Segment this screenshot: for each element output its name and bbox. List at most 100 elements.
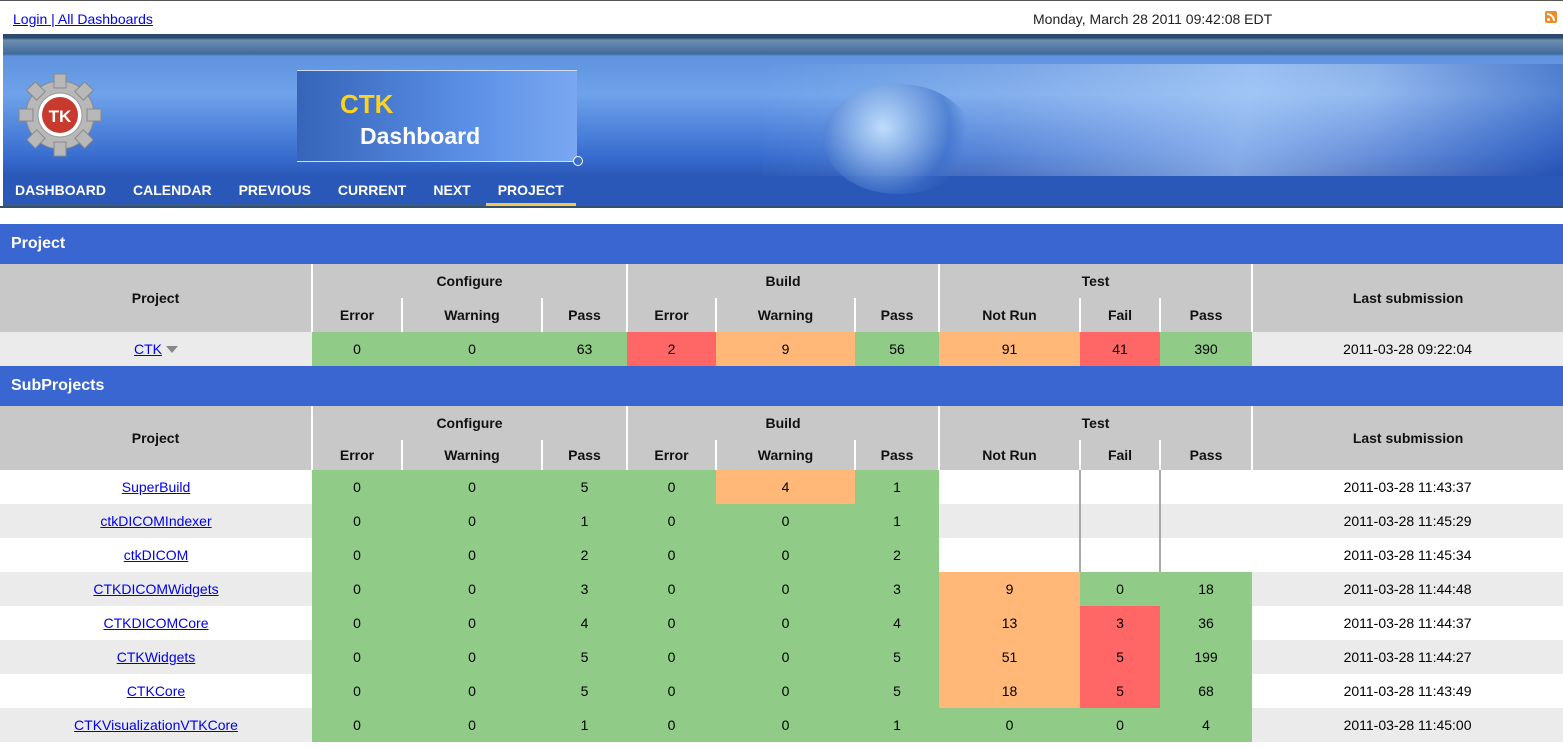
svg-text:TK: TK <box>49 107 72 126</box>
build-pass: 56 <box>855 332 940 366</box>
last-submission: 2011-03-28 11:44:37 <box>1252 606 1563 640</box>
header-build-pass: Pass <box>853 298 940 332</box>
subproject-link[interactable]: SuperBuild <box>121 479 191 495</box>
subproject-link[interactable]: ctkDICOM <box>123 547 189 563</box>
header-build-warning: Warning <box>715 440 855 470</box>
rss-icon[interactable] <box>1545 11 1557 23</box>
subproject-cell: CTKDICOMCore <box>0 606 312 640</box>
build-error: 0 <box>627 674 716 708</box>
header-test-notrun: Not Run <box>938 298 1081 332</box>
filter-icon[interactable] <box>166 346 178 353</box>
header-test-pass: Pass <box>1159 440 1253 470</box>
subproject-link[interactable]: CTKCore <box>126 683 186 699</box>
header-test-notrun: Not Run <box>938 440 1081 470</box>
test-fail: 5 <box>1080 640 1161 674</box>
conf-error: 0 <box>312 606 402 640</box>
test-notrun <box>939 470 1081 504</box>
subproject-link[interactable]: CTKWidgets <box>116 649 196 665</box>
header-test-fail: Fail <box>1079 298 1161 332</box>
nav-current[interactable]: CURRENT <box>325 178 419 206</box>
subproject-link[interactable]: ctkDICOMIndexer <box>100 513 212 529</box>
subproject-cell: ctkDICOM <box>0 538 312 572</box>
nav-dashboard[interactable]: DASHBOARD <box>3 178 118 206</box>
conf-error: 0 <box>312 572 402 606</box>
subproject-cell: CTKWidgets <box>0 640 312 674</box>
test-fail: 41 <box>1080 332 1161 366</box>
last-submission: 2011-03-28 11:45:34 <box>1252 538 1563 572</box>
nav-calendar[interactable]: CALENDAR <box>121 178 224 206</box>
subproject-link[interactable]: CTKDICOMWidgets <box>93 581 219 597</box>
header-configure: Configure <box>311 264 627 298</box>
header-build: Build <box>625 406 940 440</box>
test-fail <box>1079 470 1161 504</box>
nav-project[interactable]: PROJECT <box>485 178 576 206</box>
table-row: CTK 0 0 63 2 9 56 91 41 390 2011-03-28 0… <box>0 332 1563 366</box>
table-row: CTKVisualizationVTKCore 0 0 1 0 0 1 0 0 4 2011-03-… <box>0 708 1563 742</box>
project-section-header: Project <box>0 224 1563 264</box>
build-error: 0 <box>627 538 716 572</box>
table-row: CTKWidgets 0 0 5 0 0 5 51 5 199 2011-03-28 11:44:2… <box>0 640 1563 674</box>
header-build-error: Error <box>626 440 716 470</box>
dashboard-subtitle: Dashboard <box>360 123 481 149</box>
header-configure-warning: Warning <box>401 440 542 470</box>
test-pass: 68 <box>1160 674 1253 708</box>
subproject-cell: CTKCore <box>0 674 312 708</box>
subproject-link[interactable]: CTKDICOMCore <box>103 615 209 631</box>
header-build-pass: Pass <box>853 440 940 470</box>
test-pass: 4 <box>1160 708 1253 742</box>
conf-warning: 0 <box>402 606 542 640</box>
conf-warning: 0 <box>402 640 542 674</box>
conf-warning: 0 <box>402 708 542 742</box>
subprojects-table: Project Configure Build Test Last submis… <box>0 406 1563 742</box>
header-configure-warning: Warning <box>401 298 542 332</box>
build-error: 0 <box>627 504 716 538</box>
nav-previous[interactable]: PREVIOUS <box>226 178 323 206</box>
build-pass: 1 <box>855 708 940 742</box>
login-link[interactable]: Login <box>13 11 48 27</box>
test-notrun: 18 <box>939 674 1081 708</box>
header-build-error: Error <box>626 298 716 332</box>
test-fail: 0 <box>1080 572 1161 606</box>
test-pass: 390 <box>1160 332 1253 366</box>
conf-warning: 0 <box>402 572 542 606</box>
test-fail: 0 <box>1080 708 1161 742</box>
build-error: 0 <box>627 708 716 742</box>
last-submission: 2011-03-28 11:45:29 <box>1252 504 1563 538</box>
build-error: 0 <box>627 470 716 504</box>
all-dashboards-link[interactable]: All Dashboards <box>57 11 153 27</box>
conf-warning: 0 <box>402 504 542 538</box>
header-configure-pass: Pass <box>541 440 627 470</box>
conf-warning: 0 <box>402 470 542 504</box>
conf-pass: 5 <box>542 640 627 674</box>
subproject-link[interactable]: CTKVisualizationVTKCore <box>74 717 238 733</box>
dashboard-title-box: CTK Dashboard <box>297 70 583 166</box>
build-pass: 1 <box>855 470 940 504</box>
project-link[interactable]: CTK <box>134 341 162 357</box>
test-notrun <box>939 538 1081 572</box>
main-nav: DASHBOARD CALENDAR PREVIOUS CURRENT NEXT… <box>3 178 579 206</box>
dashboard-banner: TK CTK Dashboard DASHBOARD CALENDAR PREV… <box>3 34 1563 206</box>
build-pass: 5 <box>855 640 940 674</box>
nav-next[interactable]: NEXT <box>421 178 483 206</box>
banner-divider <box>0 206 1563 208</box>
header-configure-pass: Pass <box>541 298 627 332</box>
last-submission: 2011-03-28 11:44:48 <box>1252 572 1563 606</box>
conf-pass: 5 <box>542 470 627 504</box>
build-error: 0 <box>627 572 716 606</box>
header-project: Project <box>0 264 312 332</box>
build-pass: 4 <box>855 606 940 640</box>
test-notrun: 91 <box>939 332 1081 366</box>
build-warning: 0 <box>716 640 855 674</box>
build-error: 2 <box>627 332 716 366</box>
header-project: Project <box>0 406 312 470</box>
subprojects-section-header: SubProjects <box>0 366 1563 406</box>
table-row: CTKDICOMWidgets 0 0 3 0 0 3 9 0 18 2011-03-28 11:4… <box>0 572 1563 606</box>
table-row: CTKDICOMCore 0 0 4 0 0 4 13 3 36 2011-03-28 11:44:… <box>0 606 1563 640</box>
top-links: Login | All Dashboards <box>13 11 153 27</box>
last-submission: 2011-03-28 11:43:49 <box>1252 674 1563 708</box>
table-row: CTKCore 0 0 5 0 0 5 18 5 68 2011-03-28 11:43:49 <box>0 674 1563 708</box>
header-configure-error: Error <box>311 440 402 470</box>
current-datetime: Monday, March 28 2011 09:42:08 EDT <box>1033 11 1273 27</box>
conf-error: 0 <box>312 504 402 538</box>
header-last-submission: Last submission <box>1251 406 1563 470</box>
